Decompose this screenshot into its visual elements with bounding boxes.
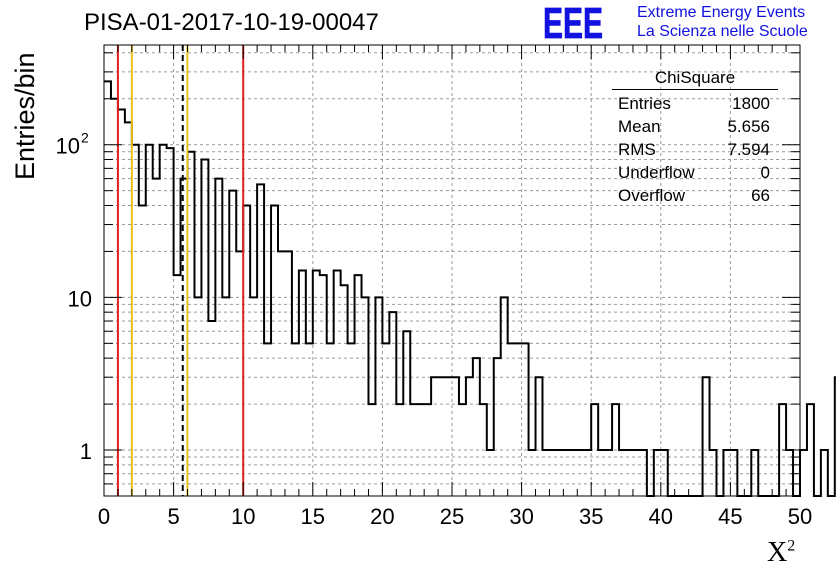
x-tick-label: 35 [579, 504, 603, 529]
x-tick-label: 0 [98, 504, 110, 529]
x-axis-label-superscript: 2 [787, 537, 796, 555]
logo-line-1: Extreme Energy Events [637, 4, 806, 21]
stats-row-rms: RMS 7.594 [612, 138, 778, 161]
stats-value: 0 [760, 163, 770, 182]
x-axis-label-base: X [767, 537, 788, 568]
stats-label: RMS [618, 140, 656, 159]
stats-row-underflow: Underflow 0 [612, 161, 778, 184]
stats-value: 7.594 [727, 140, 770, 159]
ticks-layer [103, 45, 801, 497]
stats-box: ChiSquare Entries 1800 Mean 5.656 RMS 7.594… [612, 68, 778, 207]
stats-row-mean: Mean 5.656 [612, 115, 778, 138]
x-tick-label: 10 [231, 504, 255, 529]
stats-title: ChiSquare [612, 68, 778, 90]
stats-row-overflow: Overflow 66 [612, 184, 778, 207]
y-tick-label: 10 [68, 286, 92, 311]
x-tick-label: 15 [301, 504, 325, 529]
y-axis-label: Entries/bin [10, 52, 40, 180]
x-tick-label: 25 [440, 504, 464, 529]
stats-label: Entries [618, 94, 671, 113]
x-tick-label: 5 [167, 504, 179, 529]
eee-logo: EEE [543, 2, 603, 42]
x-tick-label: 30 [509, 504, 533, 529]
x-tick-label: 20 [370, 504, 394, 529]
logo-mark: EEE [543, 2, 603, 42]
logo-line-2: La Scienza nelle Scuole [637, 23, 808, 40]
y-tick-label: 1 [80, 439, 92, 464]
x-tick-label: 50 [788, 504, 812, 529]
plot-title: PISA-01-2017-10-19-00047 [84, 9, 379, 36]
stats-label: Overflow [618, 186, 686, 205]
stats-label: Mean [618, 117, 661, 136]
y-tick-label: 10 [56, 134, 80, 159]
x-tick-label: 40 [649, 504, 673, 529]
reference-lines-layer [116, 45, 245, 496]
stats-value: 66 [751, 186, 770, 205]
y-tick-label-superscript: 2 [81, 130, 89, 146]
x-tick-label: 45 [718, 504, 742, 529]
x-axis-label: X2 [767, 537, 795, 569]
stats-label: Underflow [618, 163, 695, 182]
stats-row-entries: Entries 1800 [612, 92, 778, 115]
stats-value: 5.656 [727, 117, 770, 136]
stats-value: 1800 [732, 94, 770, 113]
